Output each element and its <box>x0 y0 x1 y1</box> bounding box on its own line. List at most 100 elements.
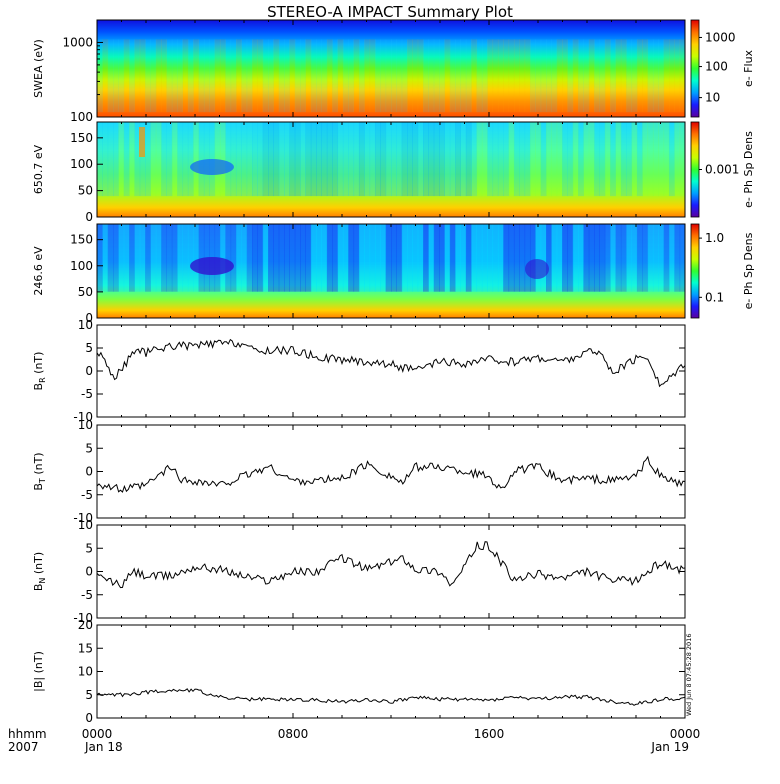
spectrogram-texture <box>401 122 408 197</box>
spectrogram-texture <box>599 39 606 113</box>
spectrogram-texture <box>594 224 600 292</box>
spectrogram-texture <box>230 39 237 113</box>
spectrogram-texture <box>278 122 285 197</box>
spectrogram-texture <box>487 122 494 197</box>
spectrogram-texture <box>401 39 408 113</box>
spectrogram-texture <box>171 122 178 197</box>
spectrogram-texture <box>412 39 419 113</box>
spectrogram-texture <box>177 122 184 197</box>
spectrogram-texture <box>391 122 397 197</box>
spectrogram-texture <box>674 39 681 113</box>
spectrogram-texture <box>412 122 419 197</box>
spectrogram-texture <box>492 39 499 113</box>
y-tick-label: 100 <box>70 110 93 124</box>
panel-6: BN (nT) 10 5 0 -5 -10 <box>32 518 686 625</box>
spectrogram-texture <box>150 122 157 197</box>
spectrogram-texture <box>123 122 130 197</box>
spectrogram-texture <box>235 224 242 292</box>
spectrogram-texture <box>155 122 162 197</box>
y-tick-label: -5 <box>81 588 93 602</box>
spectrogram-texture <box>321 122 328 197</box>
y-tick-label: -5 <box>81 488 93 502</box>
y-axis-label: 650.7 eV <box>32 144 45 194</box>
spectrogram-texture <box>305 122 312 197</box>
spectrogram-texture <box>391 224 397 292</box>
spectrogram-texture <box>316 39 323 113</box>
spectrogram-texture <box>433 39 440 113</box>
spectrogram-texture <box>161 122 167 197</box>
spectrogram-texture <box>187 224 194 292</box>
spectrogram-texture <box>107 122 114 197</box>
y-tick-label: 5 <box>85 541 93 555</box>
spectrogram-texture <box>572 122 579 197</box>
spectrogram-texture <box>385 224 392 292</box>
spectrogram-texture <box>129 224 135 292</box>
spectrogram-texture <box>321 224 328 292</box>
spectrogram-texture <box>374 122 381 197</box>
spectrogram-texture <box>278 39 285 113</box>
spectrogram-texture <box>97 122 103 197</box>
spectrogram-texture <box>235 39 242 113</box>
y-tick-label: 10 <box>78 418 93 432</box>
spectrogram-texture <box>252 224 258 292</box>
spectrogram-texture <box>449 122 456 197</box>
time-axis-row1-label: hhmm <box>8 727 47 741</box>
spectrogram-texture <box>396 122 403 197</box>
spectrogram-texture <box>289 39 296 113</box>
data-trace <box>96 541 686 589</box>
spectrogram-texture <box>668 39 675 113</box>
spectrogram-texture <box>161 39 167 113</box>
time-tick-label: 1600 <box>474 727 505 741</box>
spectrogram-texture <box>139 39 146 113</box>
spectrogram-texture <box>391 39 397 113</box>
y-axis-label: BT (nT) <box>32 452 47 490</box>
spectrogram-texture <box>524 39 531 113</box>
colorbar: 0.001 e- Ph Sp Dens <box>690 121 755 218</box>
spectrogram-texture <box>460 39 467 113</box>
spectrogram-texture <box>663 39 670 113</box>
spectrogram-texture <box>604 122 611 197</box>
spectrogram-texture <box>642 122 649 197</box>
spectrogram-texture <box>358 122 365 197</box>
panel-frame <box>96 624 686 719</box>
spectrogram-texture <box>326 39 333 113</box>
spectrogram-texture <box>594 122 600 197</box>
spectrogram-texture <box>583 39 590 113</box>
spectrogram-texture <box>214 39 221 113</box>
spectrogram-texture <box>407 39 413 113</box>
spectrogram-texture <box>668 224 675 292</box>
spectrogram-texture <box>348 224 355 292</box>
spectrogram-texture <box>145 39 151 113</box>
spectrogram-texture <box>620 122 627 197</box>
spectrogram-texture <box>562 39 568 113</box>
spectrogram-texture <box>567 122 574 197</box>
spectrogram-texture <box>588 122 595 197</box>
panel-4: BR (nT) 10 5 0 -5 -10 <box>32 318 686 424</box>
spectrogram-texture <box>401 224 408 292</box>
spectrogram-texture <box>428 39 435 113</box>
spectrogram-texture <box>529 122 536 197</box>
spectrogram-texture <box>476 122 483 197</box>
spectrogram-texture <box>358 224 365 292</box>
spectrogram-texture <box>642 39 649 113</box>
y-tick-label: 0 <box>85 711 93 725</box>
spectrogram-texture <box>374 39 381 113</box>
spectrogram-texture <box>674 224 681 292</box>
panel-5: BT (nT) 10 5 0 -5 -10 <box>32 418 686 525</box>
data-trace <box>96 688 686 706</box>
spectrogram-texture <box>562 122 568 197</box>
y-axis-label: 246.6 eV <box>32 246 45 296</box>
spectrogram-texture <box>540 122 547 197</box>
spectrogram-texture <box>246 39 253 113</box>
spectrogram-texture <box>209 39 216 113</box>
y-tick-label: 10 <box>78 518 93 532</box>
spectrogram-texture <box>594 39 600 113</box>
spectrogram-texture <box>139 122 146 197</box>
panel-3: 246.6 eV 150 100 50 0 1.0 0.1 e- Ph Sp Dens <box>32 223 755 325</box>
y-tick-label: 20 <box>78 618 93 632</box>
spectrogram-texture <box>364 122 371 197</box>
spectrogram-texture <box>620 224 627 292</box>
spectrogram-texture <box>332 224 339 292</box>
spectrogram-texture <box>588 39 595 113</box>
